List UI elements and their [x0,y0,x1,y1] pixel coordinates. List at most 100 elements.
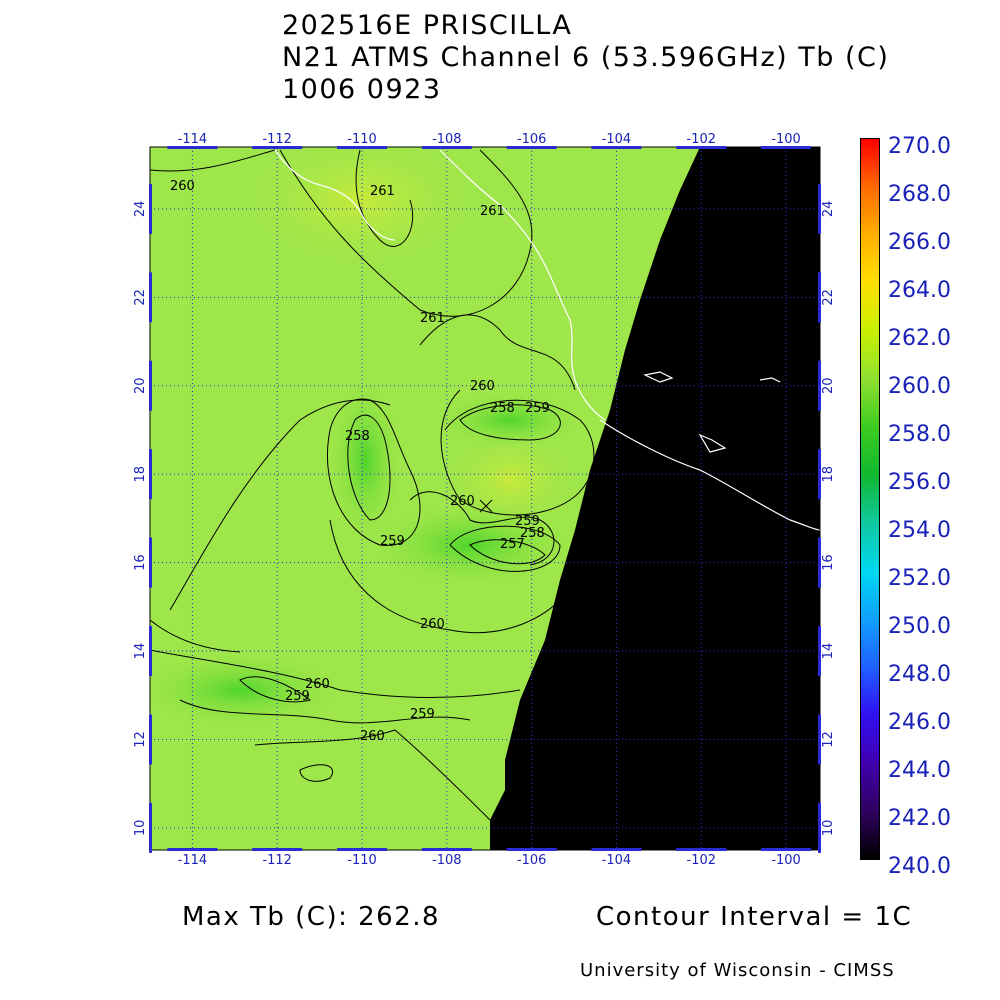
lon-tick-bar [506,848,557,851]
contour-261-lobe [355,149,414,247]
lat-tick-label-left: 14 [133,643,148,660]
lat-tick-label-right: 14 [821,643,836,660]
contour-lines [150,149,595,821]
credit-text: University of Wisconsin - CIMSS [580,960,895,981]
title-datetime: 1006 0923 [282,74,442,105]
coastline-south [599,419,820,531]
contour-label: 258 [520,526,545,541]
lon-tick-bar [337,848,388,851]
lat-tick-bar [149,802,152,853]
lon-tick-bar [676,848,727,851]
cool-band-southwest [150,650,350,730]
contour-260-west [150,149,276,172]
lon-tick-label-bottom: -108 [432,853,462,868]
contour-label: 260 [450,494,475,509]
contour-259-southwest [239,676,312,703]
coastlines [274,149,820,531]
lat-tick-bar [818,714,821,765]
lat-tick-bar [149,537,152,588]
colorbar-tick-label: 266.0 [888,230,951,255]
colorbar-tick-label: 264.0 [888,278,951,303]
contour-259-west [326,398,421,546]
lat-tick-label-left: 16 [133,554,148,571]
lon-tick-bar [252,848,303,851]
contour-west-edge [150,619,241,653]
colorbar-tick-label: 270.0 [888,134,951,159]
contour-label: 260 [360,729,385,744]
lon-tick-label-bottom: -114 [178,853,208,868]
lon-tick-label-top: -112 [262,132,292,147]
lon-tick-bar [761,848,812,851]
lon-tick-bar [421,146,472,149]
contour-260-far-south [254,729,491,821]
contour-interval-text: Contour Interval = 1C [596,902,913,932]
contour-260-south [150,649,521,698]
lon-tick-label-bottom: -112 [262,853,292,868]
colorbar-tick-label: 244.0 [888,758,951,783]
colorbar-tick-label: 254.0 [888,518,951,543]
lon-tick-bar [167,146,218,149]
coastline-mainland [439,149,606,421]
contour-label: 259 [285,689,310,704]
contour-261-north [279,149,533,317]
colorbar-tick-label: 250.0 [888,614,951,639]
lat-tick-label-left: 20 [133,377,148,394]
lat-tick-bar [149,272,152,323]
lon-tick-label-bottom: -106 [517,853,547,868]
title-sensor: N21 ATMS Channel 6 (53.596GHz) Tb (C) [282,42,890,73]
colorbar-tick-label: 240.0 [888,854,951,879]
lat-tick-label-right: 10 [821,820,836,837]
contour-label: 261 [420,311,445,326]
lon-tick-label-bottom: -104 [602,853,632,868]
lat-tick-bar [149,183,152,234]
lon-tick-bar [337,146,388,149]
contour-259-loop [409,491,555,566]
contour-258-west [347,414,391,521]
lon-tick-label-top: -114 [178,132,208,147]
island-3 [759,377,781,383]
contour-label: 259 [380,534,405,549]
lon-tick-label-bottom: -110 [347,853,377,868]
contour-label: 258 [345,429,370,444]
contour-260-ring [440,389,595,516]
lon-tick-label-top: -102 [687,132,717,147]
max-tb-text: Max Tb (C): 262.8 [182,902,441,932]
lat-tick-label-right: 24 [821,201,836,218]
contour-258-north [459,404,561,441]
island-1 [643,371,674,383]
contour-small-loop [299,764,333,782]
lat-tick-label-left: 10 [133,820,148,837]
contour-label: 259 [515,514,540,529]
lat-tick-bar [149,360,152,411]
colorbar-tick-label: 246.0 [888,710,951,735]
contour-label: 259 [410,707,435,722]
lat-tick-label-right: 20 [821,377,836,394]
contour-259-north [444,399,581,431]
lat-tick-bar [818,183,821,234]
colorbar-tick-label: 260.0 [888,374,951,399]
contour-label: 260 [470,379,495,394]
lon-tick-label-top: -110 [347,132,377,147]
contour-259-band [179,699,471,724]
contour-257-south [469,539,546,565]
lon-tick-bar [167,848,218,851]
colorbar [860,138,880,860]
lon-tick-bar [421,848,472,851]
island-2 [698,433,727,453]
lat-tick-label-left: 24 [133,201,148,218]
contour-260-big [169,399,391,611]
contour-label: 261 [480,204,505,219]
lat-tick-bar [149,449,152,500]
lat-tick-bar [149,626,152,677]
lon-tick-label-top: -104 [602,132,632,147]
colorbar-tick-label: 252.0 [888,566,951,591]
contour-label: 260 [170,179,195,194]
lat-tick-bar [818,449,821,500]
contour-label: 260 [420,617,445,632]
lat-tick-label-right: 16 [821,554,836,571]
lon-tick-bar [761,146,812,149]
contour-258-south [449,525,561,572]
lon-tick-bar [252,146,303,149]
lon-tick-label-top: -106 [517,132,547,147]
